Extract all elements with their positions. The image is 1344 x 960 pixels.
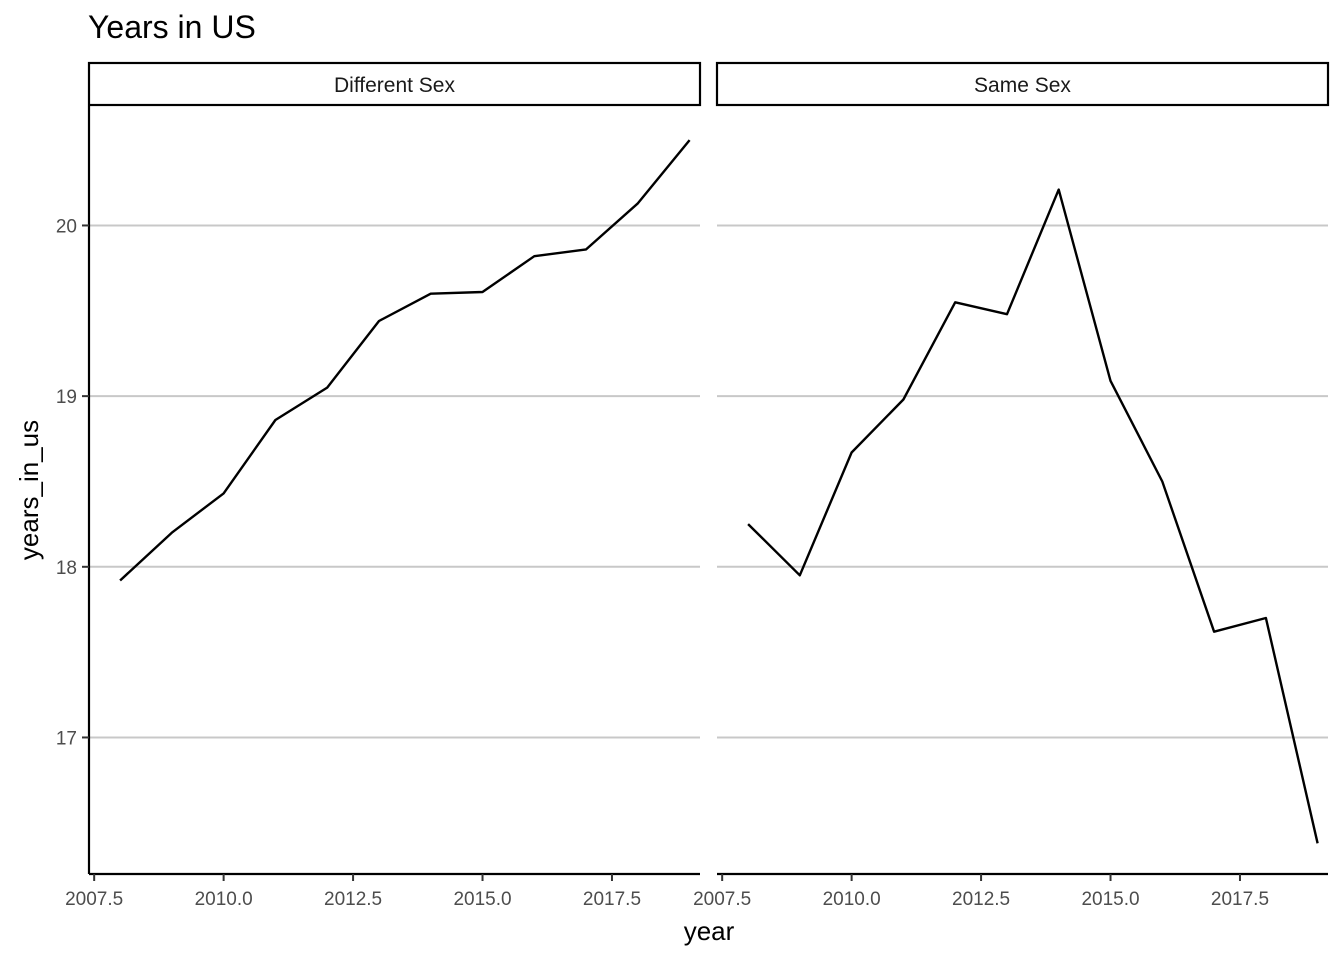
series-line (119, 139, 691, 582)
x-tick-label: 2007.5 (65, 889, 123, 910)
facet-panels: Different Sex 2007.5 2010.0 2012.5 2015.0 201… (65, 61, 1330, 910)
panel-2: Same Sex 2007.5 2010.0 2012.5 2015.0 2017.5 (693, 61, 1330, 910)
x-tick-label: 2017.5 (1211, 889, 1269, 910)
x-tick-label: 2010.0 (823, 889, 881, 910)
x-axis-title: year (684, 916, 735, 946)
x-tick-label: 2007.5 (693, 889, 751, 910)
y-axis-title: years_in_us (14, 420, 44, 560)
y-axis: 17 18 19 20 (56, 106, 91, 874)
strip-box (87, 61, 702, 107)
series-line (747, 188, 1319, 844)
x-tick-label: 2015.0 (1081, 889, 1139, 910)
panel-1: Different Sex 2007.5 2010.0 2012.5 2015.0 201… (65, 61, 702, 910)
x-tick-label: 2010.0 (195, 889, 253, 910)
x-tick-label: 2015.0 (453, 889, 511, 910)
strip-label: Different Sex (334, 74, 456, 97)
chart-title: Years in US (88, 9, 256, 45)
y-tick-label: 17 (56, 728, 77, 749)
x-tick-label: 2017.5 (583, 889, 641, 910)
x-tick-label: 2012.5 (952, 889, 1010, 910)
y-tick-label: 19 (56, 387, 77, 408)
y-tick-label: 18 (56, 558, 77, 579)
x-tick-label: 2012.5 (324, 889, 382, 910)
strip-label: Same Sex (974, 74, 1071, 97)
y-tick-label: 20 (56, 216, 77, 237)
strip-box (715, 61, 1330, 107)
